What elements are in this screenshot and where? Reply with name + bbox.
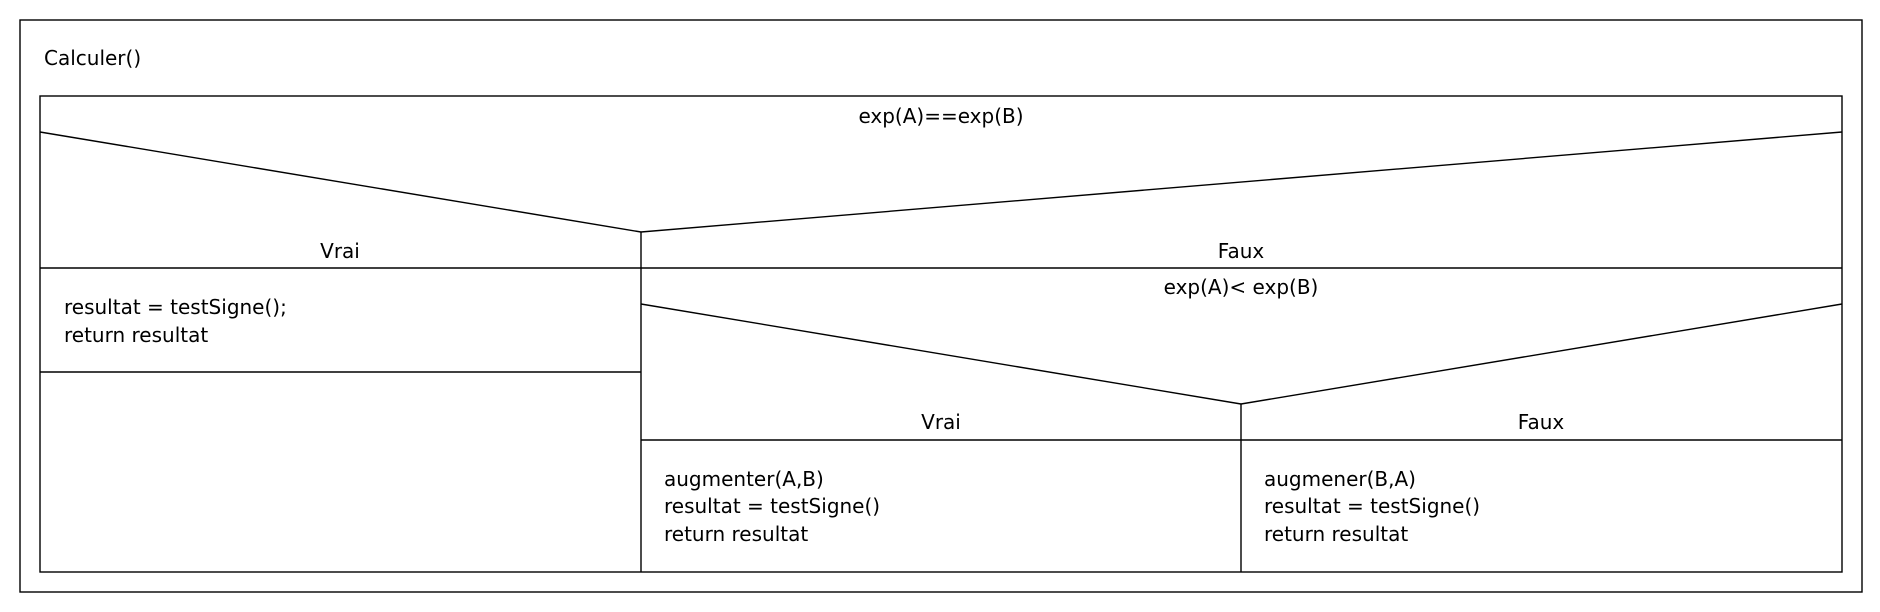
outer-frame — [19, 19, 1863, 593]
inner-condition-text: exp(A)< exp(B) — [1164, 275, 1319, 299]
inner-true-line-1: augmenter(A,B) — [664, 467, 824, 491]
inner-decision-diagonal-left — [640, 303, 1242, 405]
outer-true-block: resultat = testSigne(); return resultat — [40, 295, 641, 373]
outer-condition-text: exp(A)==exp(B) — [858, 104, 1023, 128]
outer-true-label: Vrai — [320, 239, 360, 263]
outer-true-line-2: return resultat — [64, 323, 208, 347]
function-title: Calculer() — [44, 46, 141, 70]
outer-decision: exp(A)==exp(B) Vrai Faux — [39, 104, 1843, 572]
inner-decision: exp(A)< exp(B) Vrai Faux — [640, 275, 1843, 572]
inner-true-line-2: resultat = testSigne() — [664, 494, 880, 518]
outer-true-line-1: resultat = testSigne(); — [64, 295, 287, 319]
inner-false-label: Faux — [1518, 410, 1565, 434]
inner-true-block: augmenter(A,B) resultat = testSigne() re… — [664, 467, 880, 546]
inner-false-line-2: resultat = testSigne() — [1264, 494, 1480, 518]
outer-decision-diagonal-left — [39, 131, 642, 233]
inner-false-block: augmener(B,A) resultat = testSigne() ret… — [1264, 467, 1480, 546]
inner-true-line-3: return resultat — [664, 522, 808, 546]
inner-decision-diagonal-right — [1240, 303, 1843, 405]
structogram-block — [39, 95, 1843, 573]
inner-false-line-1: augmener(B,A) — [1264, 467, 1416, 491]
inner-true-label: Vrai — [921, 410, 961, 434]
outer-false-label: Faux — [1218, 239, 1265, 263]
outer-decision-diagonal-right — [640, 131, 1843, 233]
inner-false-line-3: return resultat — [1264, 522, 1408, 546]
